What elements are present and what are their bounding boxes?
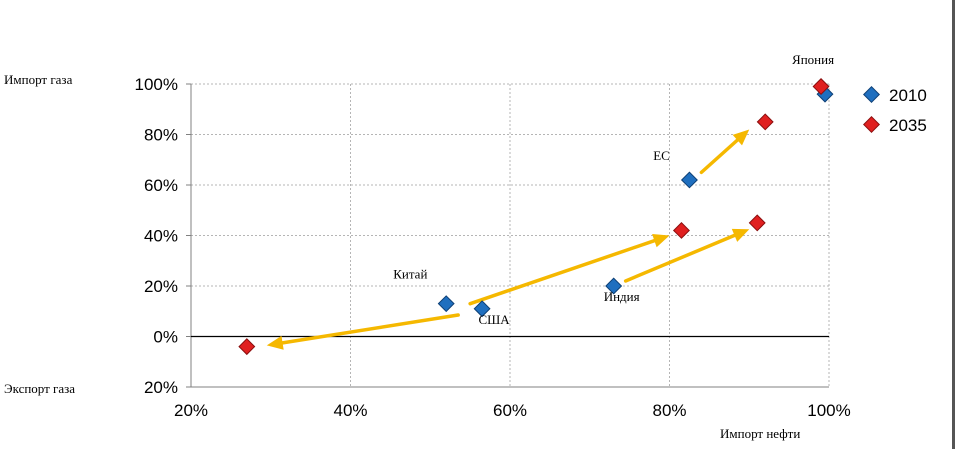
x-tick-label-4: 100% xyxy=(807,401,850,420)
legend-label-2010: 2010 xyxy=(889,86,927,105)
y-axis-label-bottom: Экспорт газа xyxy=(4,381,75,396)
point-2035-4 xyxy=(812,78,830,96)
arrow-head-1 xyxy=(266,335,284,350)
arrows xyxy=(266,129,750,350)
axes xyxy=(186,83,829,388)
arrow-shaft-3 xyxy=(699,138,740,175)
y-tick-label-0: 100% xyxy=(135,75,178,94)
point-2010-3 xyxy=(680,171,698,189)
point-2010-0 xyxy=(473,300,491,318)
arrow-shaft-2 xyxy=(623,233,737,283)
x-tick-label-1: 40% xyxy=(333,401,367,420)
window-edge xyxy=(952,0,955,449)
arrow-shaft-1 xyxy=(280,313,460,345)
y-tick-label-3: 40% xyxy=(144,227,178,246)
point-2035-3 xyxy=(756,113,774,131)
y-tick-label-2: 60% xyxy=(144,176,178,195)
legend: 2010 2035 xyxy=(863,86,927,135)
arrow-shaft-0 xyxy=(468,238,657,306)
arrow-head-3 xyxy=(732,129,750,146)
point-2010-2 xyxy=(605,277,623,295)
annotations: Япония ЕС Китай Индия США xyxy=(393,52,834,327)
legend-marker-2035 xyxy=(863,116,880,133)
point-2010-1 xyxy=(437,295,455,313)
arrow-head-2 xyxy=(731,228,750,242)
annotation-0: Япония xyxy=(792,52,834,67)
y-axis-label-top: Импорт газа xyxy=(4,72,73,87)
legend-label-2035: 2035 xyxy=(889,116,927,135)
arrow-head-0 xyxy=(652,234,670,248)
point-2035-1 xyxy=(672,221,690,239)
y-tick-labels: 100% 80% 60% 40% 20% 0% 20% xyxy=(135,75,178,397)
legend-marker-2010 xyxy=(863,86,880,103)
legend-item-2010: 2010 xyxy=(863,86,927,105)
x-tick-label-0: 20% xyxy=(174,401,208,420)
annotation-1: ЕС xyxy=(653,148,670,163)
x-tick-label-2: 60% xyxy=(493,401,527,420)
y-tick-label-4: 20% xyxy=(144,277,178,296)
annotation-4: США xyxy=(478,312,510,327)
y-tick-label-6: 20% xyxy=(144,378,178,397)
data-points xyxy=(238,78,834,356)
point-2035-2 xyxy=(748,214,766,232)
annotation-3: Индия xyxy=(604,289,640,304)
y-tick-label-5: 0% xyxy=(153,328,178,347)
x-axis-label: Импорт нефти xyxy=(720,426,800,441)
x-tick-labels: 20% 40% 60% 80% 100% xyxy=(174,401,851,420)
y-tick-label-1: 80% xyxy=(144,126,178,145)
x-tick-label-3: 80% xyxy=(652,401,686,420)
annotation-2: Китай xyxy=(393,266,427,281)
point-2035-0 xyxy=(238,338,256,356)
legend-item-2035: 2035 xyxy=(863,116,927,135)
